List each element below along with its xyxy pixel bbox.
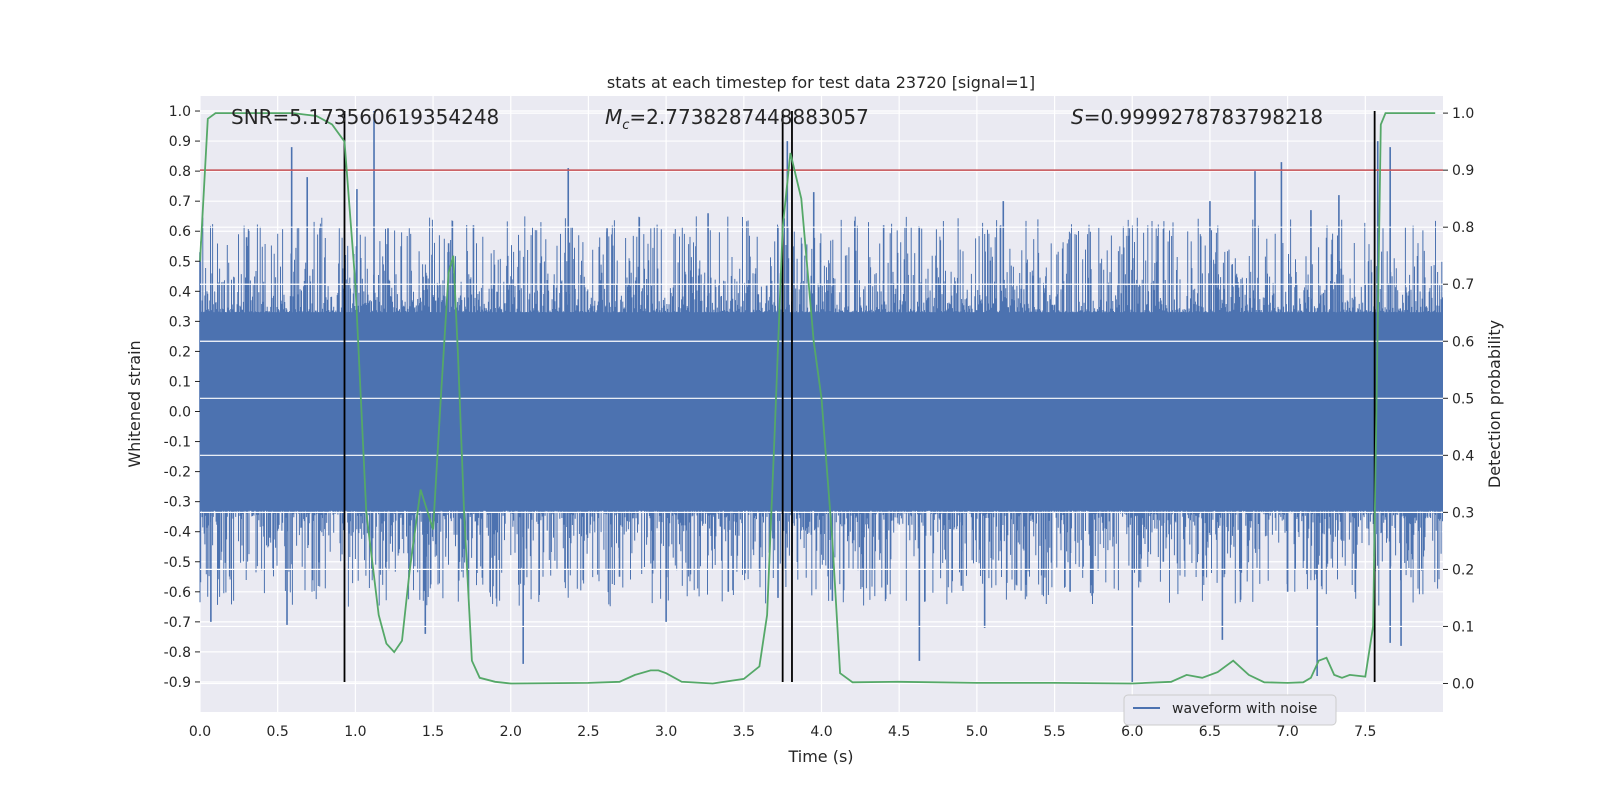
waveform-series bbox=[199, 111, 1443, 682]
y2-tick-label: 0.1 bbox=[1452, 619, 1474, 635]
x-tick-label: 3.0 bbox=[655, 724, 677, 740]
score-value: =0.9999278783798218 bbox=[1084, 105, 1323, 129]
x-tick-label: 1.5 bbox=[422, 724, 444, 740]
x-tick-label: 7.0 bbox=[1276, 724, 1298, 740]
legend-box bbox=[1123, 694, 1337, 726]
y-tick-label: -0.3 bbox=[164, 495, 191, 511]
y2-tick-label: 0.5 bbox=[1452, 391, 1474, 407]
x-tick-label: 5.5 bbox=[1043, 724, 1065, 740]
x-tick-label: 0.5 bbox=[267, 724, 289, 740]
chart-title: stats at each timestep for test data 237… bbox=[607, 73, 1035, 92]
y2-tick-label: 0.0 bbox=[1452, 676, 1474, 692]
y-tick-label: -0.7 bbox=[164, 615, 191, 631]
left-axis-ticks: 1.0 0.9 0.8 0.7 0.6 0.5 0.4 0.3 0.2 0.1 0.0 -0.1 -0.… bbox=[164, 104, 200, 691]
y2-axis-label: Detection probability bbox=[1485, 320, 1504, 488]
score-symbol: S bbox=[1071, 105, 1084, 129]
y-tick-label: 0.5 bbox=[169, 254, 191, 270]
x-tick-label: 1.0 bbox=[344, 724, 366, 740]
legend: waveform with noise bbox=[1123, 694, 1337, 726]
y2-tick-label: 1.0 bbox=[1452, 106, 1474, 122]
x-tick-label: 2.5 bbox=[577, 724, 599, 740]
x-tick-label: 4.5 bbox=[888, 724, 910, 740]
y-tick-label: -0.9 bbox=[164, 675, 191, 691]
y2-tick-label: 0.7 bbox=[1452, 277, 1474, 293]
x-tick-label: 5.0 bbox=[966, 724, 988, 740]
right-axis-ticks: 1.0 0.9 0.8 0.7 0.6 0.5 0.4 0.3 0.2 0.1 0.0 bbox=[1443, 106, 1474, 692]
vertical-markers bbox=[343, 111, 1376, 682]
y-axis-label: Whitened strain bbox=[125, 340, 144, 467]
y-tick-label: 0.0 bbox=[169, 405, 191, 421]
y-tick-label: 0.7 bbox=[169, 194, 191, 210]
detection-probability-line bbox=[199, 112, 1436, 685]
legend-label: waveform with noise bbox=[1172, 701, 1317, 717]
chirp-mass-annotation: Mc=2.7738287448883057 bbox=[605, 105, 869, 133]
y-tick-label: -0.5 bbox=[164, 555, 191, 571]
y-tick-label: -0.2 bbox=[164, 465, 191, 481]
chirp-mass-value: =2.7738287448883057 bbox=[629, 105, 868, 129]
y-tick-label: -0.1 bbox=[164, 435, 191, 451]
y2-tick-label: 0.9 bbox=[1452, 163, 1474, 179]
x-tick-label: 3.5 bbox=[733, 724, 755, 740]
y2-tick-label: 0.3 bbox=[1452, 505, 1474, 521]
x-tick-label: 0.0 bbox=[189, 724, 211, 740]
y-tick-label: 0.3 bbox=[169, 314, 191, 330]
x-tick-label: 4.0 bbox=[810, 724, 832, 740]
x-tick-label: 6.5 bbox=[1199, 724, 1221, 740]
y-tick-label: 1.0 bbox=[169, 104, 191, 120]
x-tick-label: 7.5 bbox=[1354, 724, 1376, 740]
y-tick-label: 0.1 bbox=[169, 374, 191, 390]
waveform-noise bbox=[199, 216, 1443, 607]
x-tick-label: 2.0 bbox=[500, 724, 522, 740]
y-tick-label: 0.2 bbox=[169, 344, 191, 360]
score-annotation: S=0.9999278783798218 bbox=[1071, 105, 1323, 129]
y-tick-label: -0.4 bbox=[164, 525, 191, 541]
y-tick-label: 0.4 bbox=[169, 284, 191, 300]
snr-annotation: SNR=5.173560619354248 bbox=[231, 105, 499, 129]
y-tick-label: -0.8 bbox=[164, 645, 191, 661]
y-tick-label: -0.6 bbox=[164, 585, 191, 601]
y-tick-label: 0.8 bbox=[169, 164, 191, 180]
chirp-mass-symbol: M bbox=[605, 105, 622, 129]
chirp-mass-subscript: c bbox=[622, 118, 629, 133]
x-axis-ticks: 0.0 0.5 1.0 1.5 2.0 2.5 3.0 3.5 4.0 4.5 5.0 5.5 6.0 6… bbox=[189, 724, 1377, 740]
y2-tick-label: 0.8 bbox=[1452, 220, 1474, 236]
y2-tick-label: 0.2 bbox=[1452, 562, 1474, 578]
y-tick-label: 0.6 bbox=[169, 224, 191, 240]
x-axis-label: Time (s) bbox=[787, 747, 853, 766]
y2-tick-label: 0.6 bbox=[1452, 334, 1474, 350]
y-tick-label: 0.9 bbox=[169, 134, 191, 150]
y2-tick-label: 0.4 bbox=[1452, 448, 1474, 464]
x-tick-label: 6.0 bbox=[1121, 724, 1143, 740]
